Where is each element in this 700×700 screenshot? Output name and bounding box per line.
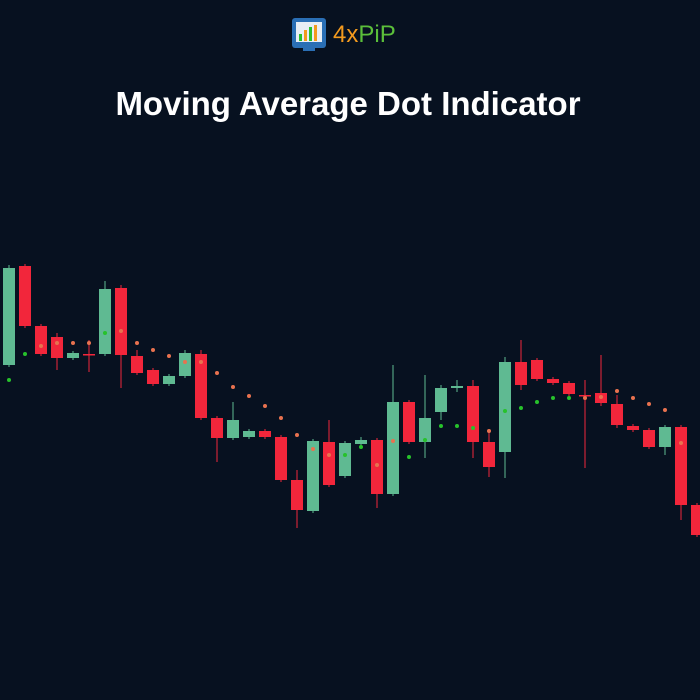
plot [3,264,700,537]
logo-icon [292,18,326,51]
candle-body [531,360,543,379]
ma-dot [327,453,331,457]
ma-dot [247,394,251,398]
ma-dot [551,396,555,400]
ma-dot [183,360,187,364]
candle-body [435,388,447,412]
ma-dot [151,348,155,352]
candle-body [467,386,479,442]
candle-body [419,418,431,442]
ma-dot [583,396,587,400]
ma-dot [567,396,571,400]
candle-body [99,289,111,354]
ma-dot [231,385,235,389]
candle-body [611,404,623,425]
ma-dot [199,360,203,364]
logo-part: 4x [333,21,358,48]
candle-body [307,441,319,511]
candle-body [227,420,239,438]
ma-dot [311,447,315,451]
ma-dot [263,404,267,408]
ma-dot [167,354,171,358]
ma-dot [679,441,683,445]
ma-dot [439,424,443,428]
candle-body [195,354,207,418]
ma-dot [39,344,43,348]
logo-part: PiP [358,21,395,48]
candle-body [323,442,335,485]
candle-body [579,395,591,397]
ma-dot [471,426,475,430]
candle-body [275,437,287,480]
candle-body [659,427,671,447]
candle-body [403,402,415,442]
candle-body [643,430,655,447]
ma-dot [55,341,59,345]
ma-dot [391,439,395,443]
ma-dot [23,352,27,356]
chart-title: Moving Average Dot Indicator [115,85,580,122]
ma-dot [423,438,427,442]
candle-body [451,386,463,388]
candle-body [35,326,47,354]
ma-dot [647,402,651,406]
ma-dot [455,424,459,428]
candle-body [67,353,79,358]
ma-dot [375,463,379,467]
candle-body [19,266,31,326]
logo-text: 4xPiP [333,21,396,48]
ma-dot [663,408,667,412]
ma-dot [135,341,139,345]
candle-body [691,505,700,535]
candle-body [515,362,527,385]
ma-dot [279,416,283,420]
ma-dot [631,396,635,400]
ma-dot [487,429,491,433]
candle-body [499,362,511,452]
candle-body [483,442,495,467]
ma-dot [87,341,91,345]
ma-dot [71,341,75,345]
candle-body [131,356,143,373]
candle-body [179,353,191,376]
ma-dot [519,406,523,410]
ma-dot [103,331,107,335]
ma-dot [599,395,603,399]
ma-dot [503,409,507,413]
candle-body [675,427,687,505]
ma-dot [7,378,11,382]
candle-body [339,443,351,476]
candle-body [291,480,303,510]
ma-dot [615,389,619,393]
candle-body [387,402,399,494]
ma-dot [215,371,219,375]
candle-body [163,376,175,384]
ma-dot [359,445,363,449]
candle-body [83,354,95,356]
candle-body [51,337,63,358]
ma-dot [343,453,347,457]
candle-body [547,379,559,383]
ma-dot [119,329,123,333]
ma-dot [295,433,299,437]
candle-body [563,383,575,394]
candle-body [3,268,15,365]
candle-body [211,418,223,438]
candle-body [355,440,367,444]
candle-body [147,370,159,384]
ma-dot [407,455,411,459]
candle-body [259,431,271,437]
candle-body [243,431,255,437]
candle-body [627,426,639,430]
ma-dot [535,400,539,404]
candle-body [115,288,127,355]
